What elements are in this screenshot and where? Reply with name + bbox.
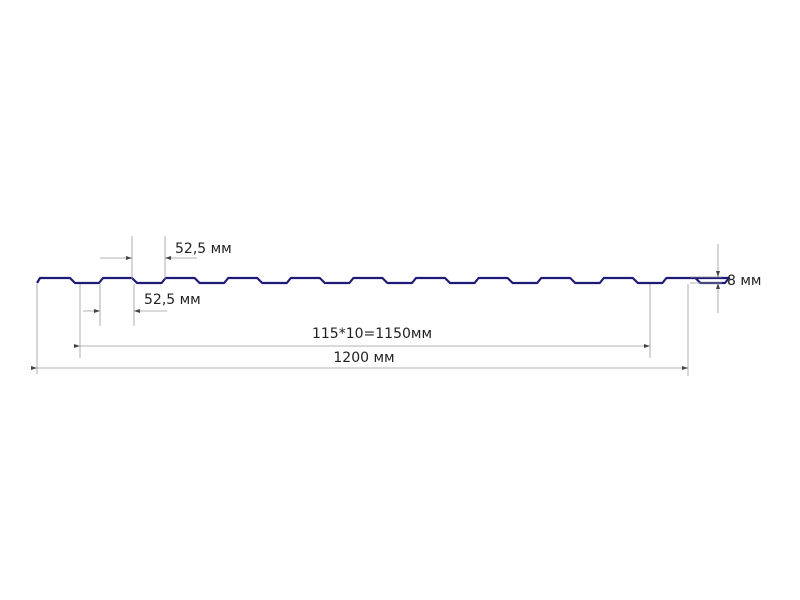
sheet-profile xyxy=(36,276,731,285)
useful-width-label: 115*10=1150мм xyxy=(312,326,432,342)
top-rib-width-label: 52,5 мм xyxy=(175,241,232,257)
height-label: 8 мм xyxy=(727,273,761,289)
bottom-rib-width-label: 52,5 мм xyxy=(144,292,201,308)
total-width-label: 1200 мм xyxy=(333,350,394,366)
